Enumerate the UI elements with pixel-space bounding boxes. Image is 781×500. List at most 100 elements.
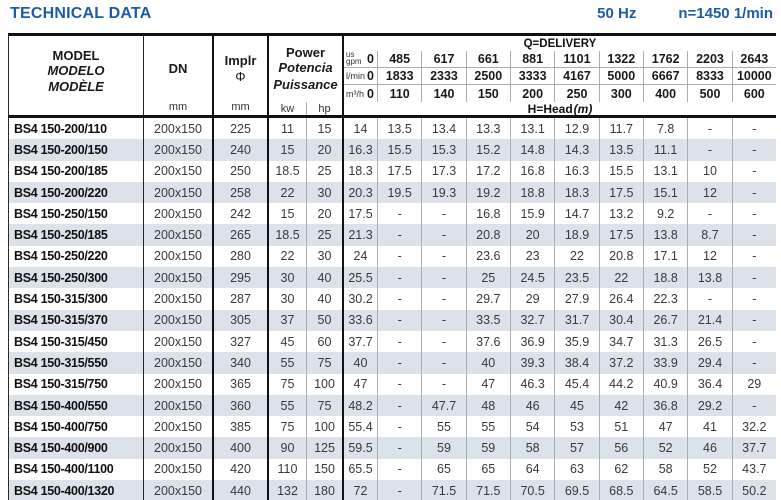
page-title: TECHNICAL DATA <box>10 5 152 22</box>
head-value-cell: 58 <box>642 458 687 481</box>
head-value-cell: 55 <box>421 416 465 438</box>
impeller-cell: 280 <box>214 245 269 268</box>
head-value-cell: 18.3 <box>554 181 599 204</box>
head-value-cell: - <box>687 203 731 225</box>
power-kw-cell: 22 <box>269 181 306 204</box>
model-label-es: MODELO <box>47 62 105 78</box>
head-value-cell: - <box>377 352 422 374</box>
dn-cell: 200x150 <box>144 437 214 459</box>
head-value-cell: 71.5 <box>465 480 510 500</box>
head-value-cell: - <box>377 394 422 417</box>
dn-cell: 200x150 <box>144 394 214 417</box>
head-value-cell: 37.6 <box>465 330 510 353</box>
head-value-cell: - <box>731 181 776 204</box>
head-value-cell: 31.7 <box>554 309 599 331</box>
head-value-cell: 55.4 <box>348 419 373 434</box>
head-value-cell: 27.9 <box>554 288 598 310</box>
dn-cell: 200x150 <box>144 203 214 225</box>
head-value-cell: 15.1 <box>642 181 688 204</box>
head-value-cell: 35.9 <box>554 330 598 353</box>
head-value-cell: 13.2 <box>598 203 643 225</box>
head-value-cell: - <box>731 394 776 417</box>
gpm-unit-label: us gpm <box>346 51 362 66</box>
head-value-cell: 14.3 <box>554 139 599 161</box>
head-value-cell: - <box>377 458 421 481</box>
impeller-label: Implr <box>224 53 257 68</box>
lmin-zero-value: 0 <box>367 69 374 83</box>
power-hp-cell: 20 <box>306 139 344 161</box>
top-bar: TECHNICAL DATA 50 Hz n=1450 1/min <box>10 5 773 23</box>
m3h-value: 200 <box>509 85 555 102</box>
dn-cell: 200x150 <box>144 139 214 161</box>
dn-unit-label: mm <box>168 101 188 113</box>
head-value-cell: 13.1 <box>642 160 687 182</box>
head-value-cell: 19.2 <box>465 181 510 204</box>
technical-data-table: MODEL MODELO MODÈLE DN mm Implr Φ <box>8 33 776 500</box>
power-hp-cell: 25 <box>306 160 344 182</box>
head-value-cell: 37.7 <box>731 437 776 459</box>
model-label-en: MODEL <box>52 47 100 63</box>
impeller-cell: 360 <box>214 394 269 417</box>
gpm-value: 1762 <box>642 51 688 68</box>
head-value-cell: 36.4 <box>687 373 731 395</box>
head-value-cell: 13.8 <box>687 267 732 289</box>
lmin-value: 2333 <box>421 68 466 85</box>
head-value-cell: 54 <box>509 416 554 438</box>
head-value-cell: - <box>687 288 731 310</box>
head-value-cell: - <box>731 224 776 246</box>
impeller-unit-label: mm <box>231 101 250 113</box>
head-value-cell: 29.4 <box>687 352 732 374</box>
head-value-cell: 57 <box>554 437 599 459</box>
head-value-cell: - <box>377 437 422 459</box>
head-value-cell: 63 <box>554 458 598 481</box>
lmin-unit-label: l/min <box>346 71 366 81</box>
head-value-cell: 14.8 <box>509 139 555 161</box>
head-value-cell: 16.3 <box>554 160 598 182</box>
head-value-cell: 34.7 <box>598 330 643 353</box>
head-value-cell: 26.5 <box>687 330 731 353</box>
head-value-cell: 23 <box>509 245 554 268</box>
head-value-cell: 53 <box>554 416 598 438</box>
head-value-cell: 26.7 <box>642 309 688 331</box>
head-value-cell: 48 <box>465 394 510 417</box>
dn-cell: 200x150 <box>144 416 214 438</box>
head-value-cell: 43.7 <box>731 458 776 481</box>
head-value-cell: 45.4 <box>554 373 598 395</box>
m3h-value: 600 <box>731 85 776 102</box>
power-hp-cell: 20 <box>306 203 344 225</box>
gpm-value: 2643 <box>731 51 776 68</box>
head-value-cell: 12.9 <box>554 118 598 140</box>
power-kw-cell: 110 <box>277 462 298 477</box>
head-value-cell: 16.8 <box>465 203 510 225</box>
head-value-cell: 17.2 <box>465 160 510 182</box>
head-value-cell: 33.6 <box>344 309 377 331</box>
head-value-cell: 48.2 <box>344 394 377 417</box>
head-value-cell: 46.3 <box>509 373 554 395</box>
power-hp-cell: 75 <box>306 352 344 374</box>
dn-cell: 200x150 <box>144 352 214 374</box>
impeller-cell: 365 <box>214 373 269 395</box>
head-value-cell: 16.3 <box>344 139 377 161</box>
head-value-cell: 59 <box>421 437 466 459</box>
delivery-title: Q=DELIVERY <box>344 36 776 51</box>
impeller-cell: 250 <box>214 160 269 182</box>
dn-column-header: DN mm <box>144 36 214 115</box>
head-value-cell: 30.2 <box>348 292 373 307</box>
head-value-cell: - <box>731 245 776 268</box>
head-value-cell: 29.7 <box>465 288 510 310</box>
dn-cell: 200x150 <box>144 245 214 268</box>
head-value-cell: 22 <box>554 245 598 268</box>
power-kw-cell: 22 <box>280 249 295 264</box>
impeller-cell: 225 <box>214 118 269 140</box>
head-row-label: H=Head (m) <box>344 102 776 115</box>
head-value-cell: - <box>377 224 422 246</box>
head-value-cell: 45 <box>554 394 599 417</box>
model-cell: BS4 150-200/110 <box>9 118 144 140</box>
m3h-value: 300 <box>598 85 643 102</box>
dn-cell: 200x150 <box>144 373 214 395</box>
head-value-cell: 31.3 <box>642 330 687 353</box>
lmin-value: 5000 <box>598 68 643 85</box>
head-value-cell: 38.4 <box>554 352 599 374</box>
m3h-value: 140 <box>421 85 466 102</box>
dn-cell: 200x150 <box>144 160 214 182</box>
